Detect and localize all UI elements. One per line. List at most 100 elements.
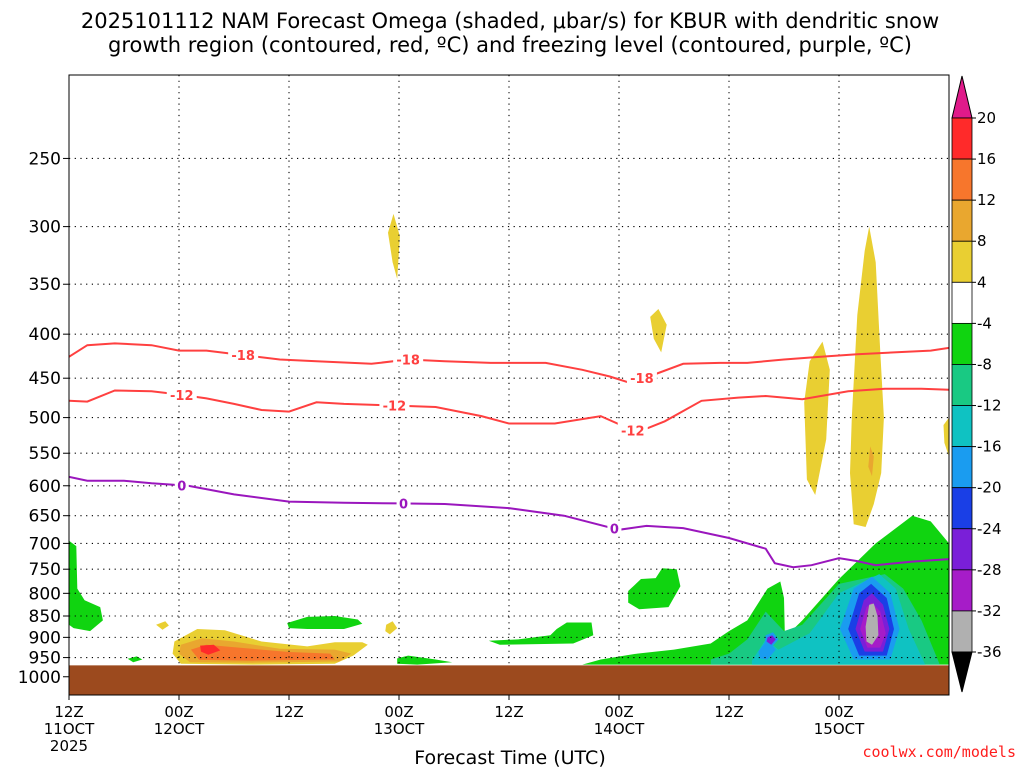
plot-area: -18 -18 -18 -12 -12 -12 0 0 0 [68,74,950,696]
label-zero-3: 0 [610,523,619,538]
label-zero-3-bg [607,520,622,536]
label-minus12-3-bg [617,422,648,438]
y-tick-label-350: 350 [29,275,61,295]
label-minus18-1: -18 [231,349,255,364]
y-tick-label-700: 700 [29,534,61,554]
colorbar-segment-4 [951,281,973,324]
chart-title-line-2: growth region (contoured, red, ºC) and f… [108,33,912,57]
y-tick-label-600: 600 [29,477,61,497]
x-tick-date-36: 13OCT [374,720,425,738]
label-minus12-3: -12 [621,424,645,439]
y-tick-label-750: 750 [29,560,61,580]
y-tick-label-800: 800 [29,584,61,604]
label-minus12-1-bg [166,386,197,402]
y-tick-label-300: 300 [29,218,61,238]
isotherm-minus18-line [69,342,949,384]
omega-region-descent-gray-max [865,603,879,645]
label-minus18-2-bg [393,351,424,367]
omega-region-descent-mid-right [628,568,681,610]
contour-labels: -18 -18 -18 -12 -12 -12 0 0 0 [166,347,657,538]
y-tick-label-500: 500 [29,409,61,429]
colorbar-bottom-arrow [951,651,973,693]
colorbar-segment-2 [951,199,973,242]
credit-text: coolwx.com/models [862,743,1016,761]
omega-shading [69,213,949,665]
colorbar-label-12: -32 [977,602,1002,620]
x-tick-hour-84: 00Z [824,703,853,721]
omega-region-small-ascent-a [156,621,169,630]
colorbar-segment-9 [951,487,973,530]
y-tick-label-850: 850 [29,607,61,627]
y-axis-ticks: 2503003504004505005506006507007508008509… [18,149,69,688]
x-tick-hour-60: 00Z [604,703,633,721]
omega-region-descent-low-b [488,622,594,645]
omega-region-descent-midlow [287,616,363,629]
label-minus18-3-bg [626,370,657,386]
y-tick-label-250: 250 [29,149,61,169]
omega-region-descent-speck [127,656,143,663]
label-minus12-1: -12 [170,389,194,404]
colorbar-segment-11 [951,569,973,612]
colorbar-label-5: -4 [977,314,992,332]
x-axis-label: Forecast Time (UTC) [414,747,605,768]
colorbar-segment-7 [951,405,973,448]
colorbar-label-1: 16 [977,150,996,168]
freezing-level-line [69,475,949,569]
label-zero-1: 0 [177,479,186,494]
x-tick-hour-36: 00Z [384,703,413,721]
colorbar-label-0: 20 [977,109,996,127]
y-tick-label-900: 900 [29,628,61,648]
label-minus18-3: -18 [630,372,654,387]
colorbar-label-3: 8 [977,232,987,250]
colorbar-label-13: -36 [977,643,1002,661]
omega-region-upper-weak-ascent-b [650,309,667,353]
label-zero-2-bg [396,495,411,511]
omega-region-upper-weak-ascent-a [388,213,400,279]
x-tick-hour-48: 12Z [494,703,523,721]
colorbar-label-10: -24 [977,520,1002,538]
colorbar-label-6: -8 [977,355,992,373]
colorbar-segment-6 [951,364,973,406]
x-tick-hour-72: 12Z [714,703,743,721]
label-minus18-2: -18 [396,353,420,368]
omega-region-deep-ascent-core [868,446,874,477]
colorbar-segment-10 [951,528,973,571]
colorbar-segment-0 [951,117,973,160]
colorbar-segment-1 [951,158,973,201]
y-tick-label-400: 400 [29,325,61,345]
y-tick-label-950: 950 [29,649,61,669]
ground-fill [69,665,949,695]
omega-region-deep-ascent-column [850,226,884,527]
x-tick-date-12: 12OCT [154,720,205,738]
x-tick-year-0: 2025 [50,737,88,755]
y-tick-label-650: 650 [29,507,61,527]
grid-lines [69,75,949,695]
omega-region-descent-low-a [397,655,453,665]
colorbar-label-4: 4 [977,273,987,291]
colorbar-top-arrow [951,75,973,119]
chart-title-line-1: 2025101112 NAM Forecast Omega (shaded, μ… [81,9,939,33]
label-minus12-2-bg [379,397,410,413]
colorbar-label-8: -16 [977,438,1002,456]
colorbar-segment-5 [951,322,973,365]
x-tick-date-84: 15OCT [814,720,865,738]
x-tick-hour-24: 12Z [274,703,303,721]
omega-region-low-ascent-inner [190,644,335,661]
omega-region-edge-ascent [943,417,949,457]
x-tick-date-60: 14OCT [594,720,645,738]
y-tick-label-450: 450 [29,369,61,389]
label-zero-1-bg [174,477,189,493]
omega-region-descent-left-edge [69,540,103,632]
colorbar-segment-8 [951,446,973,489]
x-tick-date-0: 11OCT [44,720,95,738]
omega-region-descent-small-left-violet [766,635,776,645]
omega-region-small-ascent-b [385,621,398,635]
colorbar-label-7: -12 [977,397,1002,415]
label-minus12-2: -12 [383,400,407,415]
colorbar: 20 16 12 8 4 -4 -8 -12 -16 -20 -24 -28 -32 -36 [951,75,1002,693]
colorbar-label-2: 12 [977,191,996,209]
x-tick-hour-12: 00Z [164,703,193,721]
colorbar-label-11: -28 [977,561,1002,579]
